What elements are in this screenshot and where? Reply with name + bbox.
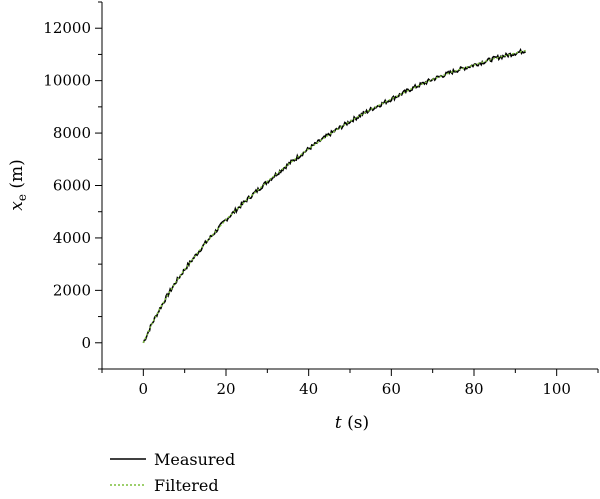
y-tick-label: 10000 (43, 72, 91, 90)
x-axis-label: t (s) (335, 413, 369, 433)
y-tick-label: 6000 (53, 177, 91, 195)
y-axis-ticks: 0 2000 4000 6000 8000 10000 12000 (43, 1, 102, 370)
x-axis-ticks: 0 20 40 60 80 100 (101, 369, 599, 398)
y-axis-label: xe (m) (7, 159, 29, 211)
legend-label-filtered: Filtered (154, 476, 219, 495)
series-layer (142, 47, 526, 344)
x-tick-label: 80 (464, 380, 483, 398)
x-tick-label: 20 (216, 380, 235, 398)
x-tick-label: 0 (139, 380, 149, 398)
x-tick-label: 60 (382, 380, 401, 398)
x-tick-label: 40 (299, 380, 318, 398)
y-tick-label: 0 (81, 334, 91, 352)
x-tick-label: 100 (542, 380, 571, 398)
legend: Measured Filtered (110, 450, 235, 495)
y-tick-label: 4000 (53, 229, 91, 247)
legend-label-measured: Measured (154, 450, 235, 469)
series-line-measured (142, 47, 526, 344)
plot-frame (101, 2, 598, 370)
y-tick-label: 2000 (53, 281, 91, 299)
y-tick-label: 8000 (53, 124, 91, 142)
y-tick-label: 12000 (43, 19, 91, 37)
series-line-filtered (142, 49, 526, 344)
